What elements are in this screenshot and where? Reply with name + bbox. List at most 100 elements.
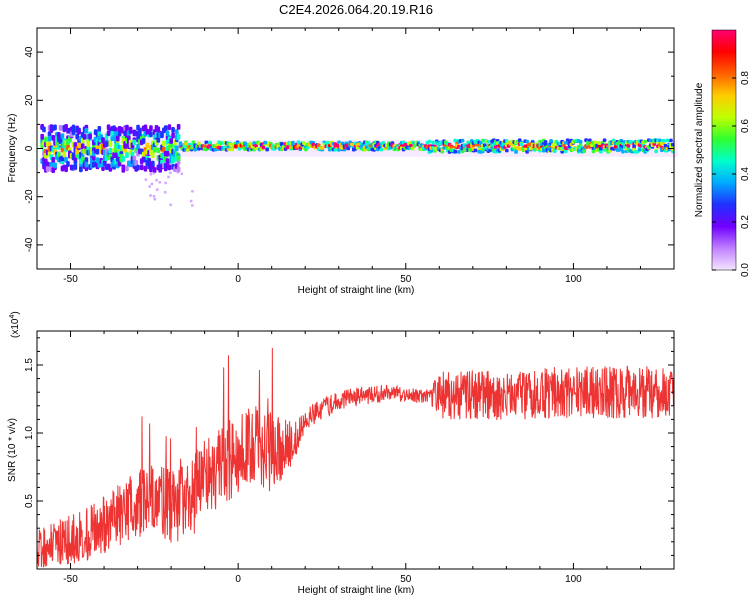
spectrogram-cell [174, 129, 179, 135]
spectrogram-cell [176, 123, 181, 130]
spectrogram-cell [176, 170, 179, 174]
spectrogram-cell [632, 144, 636, 148]
spectrogram-y-tick-label: 20 [24, 94, 35, 106]
snr-series [36, 347, 675, 568]
spectrogram-cell [169, 171, 172, 175]
spectrogram-cell [45, 166, 50, 172]
spectrogram-cell [429, 149, 434, 153]
snr-y-tick-label: 1.5 [24, 358, 35, 372]
spectrogram-cell [125, 152, 129, 159]
spectrogram-cell [62, 151, 67, 158]
spectrogram-cell [320, 146, 325, 150]
spectrogram-panel: -50 0 50 100 -40 -20 0 20 40 Height of straight… [7, 27, 678, 296]
spectrogram-cell [66, 161, 70, 167]
spectrogram-cell [560, 150, 564, 154]
snr-scale-exponent: 4 [9, 315, 16, 319]
snr-panel: -50 0 50 100 0.5 1.0 1.5 Height of straight l… [7, 311, 675, 596]
spectrogram-cell [505, 148, 509, 153]
colorbar-tick-label: 0.6 [740, 119, 750, 133]
snr-frame [36, 330, 675, 570]
spectrogram-x-tick-label: 0 [235, 274, 241, 285]
spectrogram-cell [602, 138, 607, 142]
spectrogram-cell [88, 133, 92, 140]
spectrogram-cell [654, 149, 658, 154]
spectrogram-cell [104, 141, 109, 147]
spectrogram-y-tick-label: -40 [24, 237, 35, 252]
spectrogram-cell [75, 133, 79, 140]
spectrogram-cell [123, 130, 127, 137]
snr-y-tick-label: 1.0 [24, 426, 35, 440]
snr-y-ticks: 0.5 1.0 1.5 [24, 337, 674, 570]
colorbar-ticks: 0.0 0.2 0.4 0.6 0.8 [712, 71, 750, 277]
spectrogram-cell [588, 138, 592, 143]
spectrogram-cell [208, 140, 212, 145]
spectrogram-cell [165, 150, 170, 157]
spectrogram-cell [599, 149, 603, 154]
spectrogram-cell [132, 139, 137, 146]
spectrogram-cell [412, 144, 417, 148]
spectrogram-heat-cells [40, 123, 678, 207]
spectrogram-cell [164, 181, 167, 185]
spectrogram-cell [155, 188, 159, 191]
spectrogram-cell [125, 165, 129, 172]
spectrogram-cell [626, 143, 631, 148]
spectrogram-cell [60, 146, 65, 153]
spectrogram-cell [84, 127, 89, 134]
colorbar-tick-label: 0.0 [740, 263, 750, 277]
spectrogram-cell [252, 141, 257, 145]
colorbar-tick-label: 0.4 [740, 167, 750, 181]
spectrogram-cell [40, 133, 44, 140]
spectrogram-cell [512, 144, 517, 149]
spectrogram-cell [460, 138, 465, 143]
spectrogram-band [139, 131, 145, 166]
spectrogram-cell [138, 127, 142, 134]
spectrogram-x-ticks: -50 0 50 100 [36, 28, 675, 285]
spectrogram-cell [658, 138, 662, 143]
spectrogram-cell [564, 149, 568, 154]
spectrogram-cell [51, 134, 56, 141]
spectrogram-cell [263, 140, 268, 145]
spectrogram-cell [473, 148, 478, 153]
snr-scale-label: (x104) [9, 311, 21, 338]
spectrogram-cell [538, 139, 542, 144]
spectrogram-cell [346, 146, 351, 151]
spectrogram-cell [648, 138, 653, 143]
spectrogram-cell [160, 132, 164, 139]
snr-y-label: SNR (10 * v/v) [7, 418, 18, 482]
spectrogram-cell [108, 147, 113, 154]
spectrogram-cell [136, 164, 140, 171]
spectrogram-cell [582, 149, 587, 154]
spectrogram-cell [169, 203, 172, 207]
snr-background [37, 331, 674, 569]
spectrogram-cell [663, 143, 668, 148]
colorbar-label: Normalized spectral amplitude [694, 82, 705, 217]
spectrogram-cell [71, 128, 76, 135]
spectrogram-cell [176, 155, 181, 162]
spectrogram-cell [302, 141, 306, 146]
spectrogram-cell [191, 190, 194, 193]
spectrogram-cell [152, 172, 155, 175]
spectrogram-cell [128, 128, 133, 134]
spectrogram-cell [149, 194, 152, 197]
spectrogram-cell [621, 149, 625, 154]
spectrogram-cell [82, 134, 87, 140]
spectrogram-cell [156, 147, 161, 154]
spectrogram-cell [163, 125, 168, 132]
spectrogram-cell [53, 162, 57, 169]
spectrogram-cell [155, 178, 158, 182]
spectrogram-cell [517, 147, 522, 151]
spectrogram-cell [643, 139, 647, 144]
spectrogram-cell [153, 197, 157, 201]
snr-x-tick-label: 50 [400, 574, 412, 585]
spectrogram-band [43, 131, 50, 166]
spectrogram-cell [127, 135, 131, 142]
spectrogram-cell [148, 185, 151, 188]
spectrogram-cell [162, 140, 166, 147]
spectrogram-y-tick-label: -20 [24, 189, 35, 204]
spectrogram-cell [326, 140, 330, 145]
spectrogram-cell [525, 139, 529, 144]
spectrogram-cell [60, 133, 65, 140]
spectrogram-cell [197, 141, 201, 146]
spectrogram-cell [669, 138, 673, 143]
